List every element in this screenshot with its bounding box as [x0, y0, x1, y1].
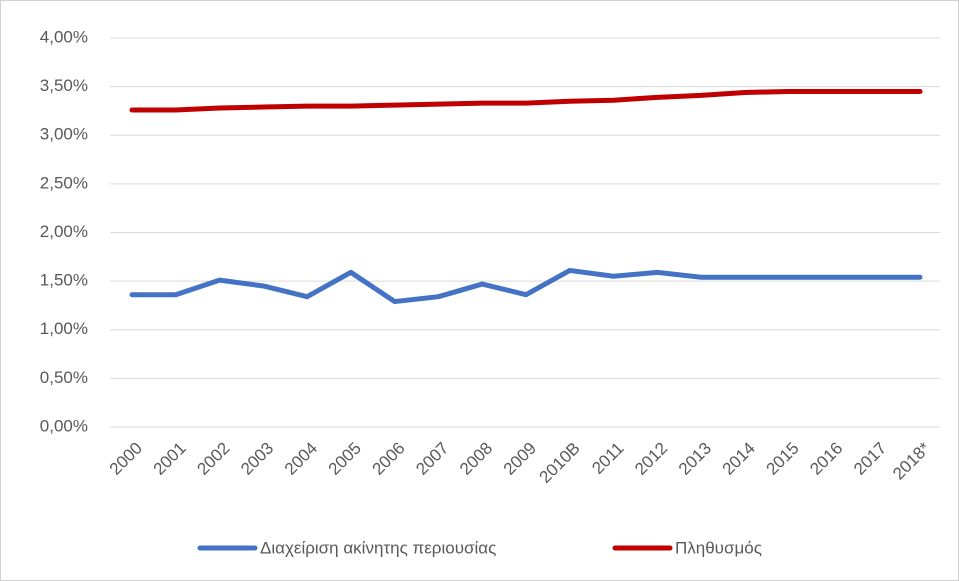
y-tick-label: 2,00%	[40, 222, 88, 241]
legend-label: Πληθυσμός	[675, 538, 762, 557]
y-tick-label: 1,00%	[40, 319, 88, 338]
y-tick-label: 3,50%	[40, 76, 88, 95]
legend-label: Διαχείριση ακίνητης περιουσίας	[260, 538, 496, 557]
y-tick-label: 4,00%	[40, 27, 88, 46]
series-line	[129, 88, 923, 113]
y-tick-label: 3,00%	[40, 125, 88, 144]
y-tick-label: 1,50%	[40, 271, 88, 290]
y-tick-label: 0,00%	[40, 416, 88, 435]
y-tick-label: 0,50%	[40, 368, 88, 387]
series-line	[129, 267, 923, 305]
y-tick-label: 2,50%	[40, 173, 88, 192]
